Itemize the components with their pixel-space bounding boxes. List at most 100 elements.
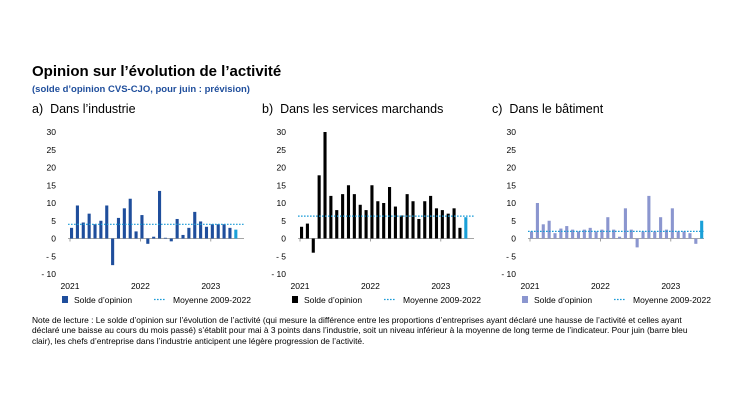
bar-b: [388, 187, 392, 239]
legend-label-mean-a: Moyenne 2009-2022: [173, 295, 251, 305]
y-tick-label-c: 20: [507, 163, 517, 173]
bar-c: [612, 229, 616, 239]
chart-title: Opinion sur l’évolution de l’activité: [32, 63, 282, 80]
bar-c: [647, 195, 651, 239]
bar-a: [163, 237, 167, 239]
legend-label-bars-a: Solde d’opinion: [74, 295, 132, 305]
panel-c-title: c) Dans le bâtiment: [492, 102, 603, 116]
y-tick-label-c: 0: [511, 234, 516, 244]
bar-a: [222, 224, 226, 239]
bar-c: [664, 229, 669, 239]
bar-b: [434, 208, 439, 239]
bar-b: [411, 201, 415, 239]
panel-a-label: Dans l’industrie: [50, 102, 136, 116]
bar-c: [559, 228, 563, 239]
bar-b: [417, 218, 421, 239]
bar-b: [452, 208, 456, 239]
bar-c: [606, 217, 610, 239]
legend-swatch-bars-b: [292, 296, 298, 303]
y-tick-label-a: - 10: [41, 269, 56, 279]
panel-b-letter: b): [262, 102, 274, 116]
bar-c: [629, 229, 633, 239]
chart-subtitle: (solde d’opinion CVS-CJO, pour juin : pr…: [32, 84, 250, 95]
bar-c: [571, 229, 575, 239]
legend-label-bars-b: Solde d’opinion: [304, 295, 362, 305]
y-tick-label-c: 5: [511, 216, 516, 226]
reading-note: Note de lecture : Le solde d’opinion sur…: [32, 315, 688, 346]
bar-a: [105, 205, 109, 239]
bar-b: [329, 195, 333, 239]
y-tick-label-a: 5: [51, 216, 56, 226]
y-tick-label-c: 30: [507, 127, 517, 137]
bar-b: [440, 210, 444, 239]
bar-b: [364, 210, 368, 239]
bar-c: [659, 217, 663, 239]
bar-c: [670, 208, 674, 239]
x-tick-label-c: 2023: [661, 281, 680, 291]
bar-b: [352, 194, 356, 239]
y-tick-label-a: 25: [47, 145, 57, 155]
panel-a-letter: a): [32, 102, 44, 116]
bar-c: [553, 233, 557, 239]
y-tick-label-b: 5: [281, 216, 286, 226]
y-tick-label-a: 15: [47, 180, 57, 190]
y-tick-label-c: - 10: [501, 269, 516, 279]
panel-a-title: a) Dans l’industrie: [32, 102, 136, 116]
bar-c: [594, 231, 598, 239]
legend-label-mean-c: Moyenne 2009-2022: [633, 295, 711, 305]
panel-b-title: b) Dans les services marchands: [262, 102, 443, 116]
bar-b: [458, 227, 462, 239]
y-tick-label-a: 10: [47, 198, 57, 208]
bar-a: [193, 211, 197, 239]
x-tick-label-a: 2022: [131, 281, 150, 291]
bar-a: [81, 222, 85, 239]
panel-c-letter: c): [492, 102, 503, 116]
bar-c: [682, 231, 686, 239]
bar-a: [216, 224, 220, 239]
x-tick-label-b: 2021: [291, 281, 310, 291]
bar-a: [146, 238, 150, 244]
bar-b: [317, 175, 321, 239]
bar-c: [676, 231, 680, 239]
bar-b: [446, 213, 450, 239]
y-tick-label-b: 15: [277, 180, 287, 190]
bar-a: [87, 213, 91, 239]
bar-b: [305, 223, 309, 239]
y-tick-label-b: 10: [277, 198, 287, 208]
bar-b: [358, 204, 362, 239]
bar-a: [199, 221, 203, 239]
y-tick-label-c: 25: [507, 145, 517, 155]
y-tick-label-a: - 5: [46, 251, 56, 261]
y-tick-label-b: - 10: [271, 269, 286, 279]
panel-c-label: Dans le bâtiment: [509, 102, 604, 116]
bar-a: [169, 238, 173, 242]
bar-a: [210, 224, 214, 239]
bar-b: [399, 215, 403, 239]
y-tick-label-b: 25: [277, 145, 287, 155]
y-tick-label-a: 0: [51, 234, 56, 244]
bar-a: [152, 236, 156, 239]
legend-label-bars-c: Solde d’opinion: [534, 295, 592, 305]
bar-a: [75, 205, 79, 239]
forecast-bar-c: [700, 220, 704, 239]
y-tick-label-b: 30: [277, 127, 287, 137]
bar-a: [204, 226, 209, 239]
bar-a: [99, 220, 103, 239]
bar-c: [623, 208, 627, 239]
y-tick-label-c: - 5: [506, 251, 516, 261]
bar-a: [187, 227, 191, 239]
bar-c: [565, 226, 569, 239]
bar-b: [346, 185, 351, 239]
bar-a: [116, 217, 121, 239]
forecast-bar-b: [464, 217, 468, 239]
y-tick-label-a: 20: [47, 163, 57, 173]
x-tick-label-c: 2022: [591, 281, 610, 291]
bar-c: [653, 231, 657, 239]
bar-c: [588, 227, 592, 239]
bar-a: [175, 218, 179, 239]
bar-c: [600, 229, 604, 239]
bar-a: [140, 215, 144, 239]
y-tick-label-c: 10: [507, 198, 517, 208]
bar-b: [429, 195, 433, 239]
